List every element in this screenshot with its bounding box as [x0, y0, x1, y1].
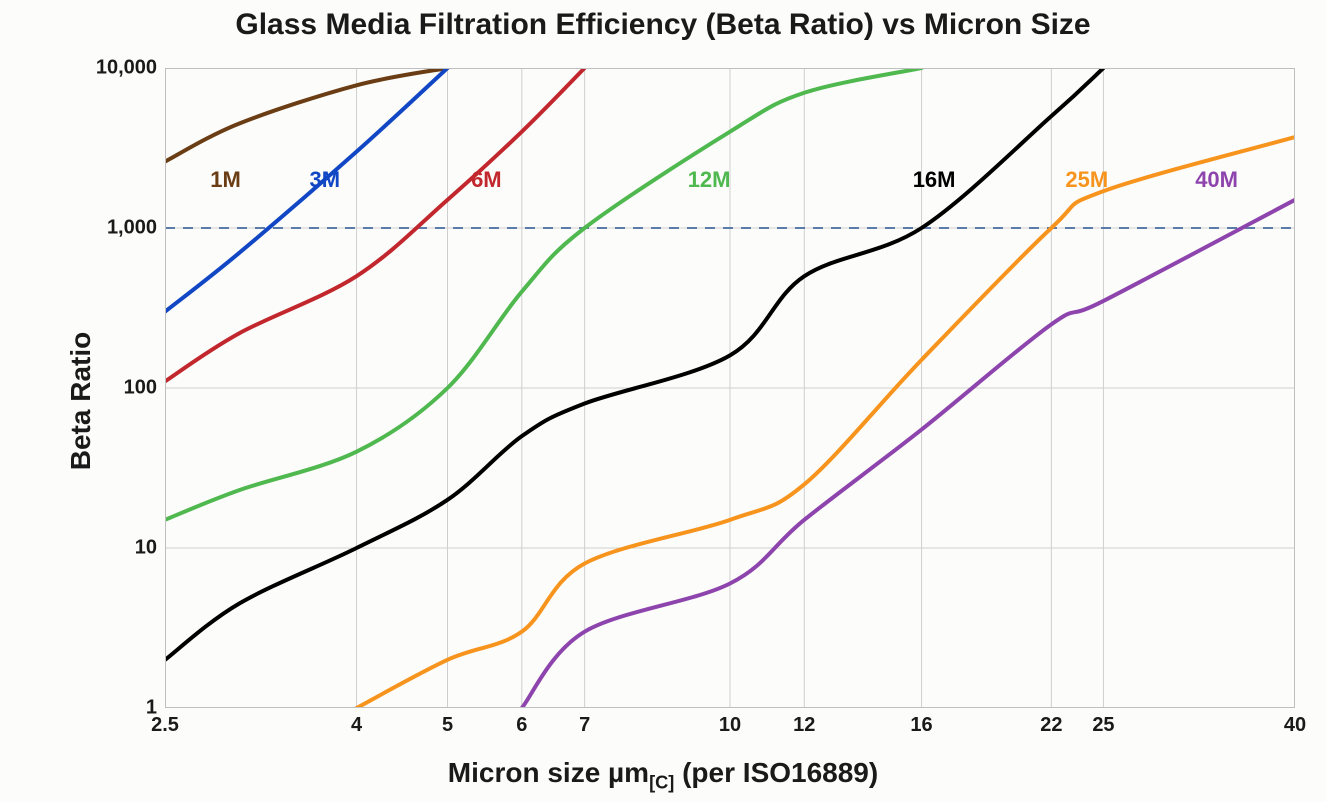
x-tick-label: 7	[579, 714, 590, 737]
series-label-40M: 40M	[1195, 167, 1238, 193]
y-tick-label: 1,000	[107, 217, 157, 240]
series-label-12M: 12M	[688, 167, 731, 193]
chart-title: Glass Media Filtration Efficiency (Beta …	[0, 8, 1326, 42]
series-label-25M: 25M	[1065, 167, 1108, 193]
y-axis-label: Beta Ratio	[65, 332, 97, 470]
x-tick-label: 16	[910, 714, 932, 737]
x-tick-label: 10	[719, 714, 741, 737]
x-tick-label: 22	[1040, 714, 1062, 737]
x-tick-label: 12	[793, 714, 815, 737]
x-tick-label: 4	[351, 714, 362, 737]
series-label-3M: 3M	[309, 167, 340, 193]
x-tick-label: 5	[442, 714, 453, 737]
x-axis-label: Micron size µm[C] (per ISO16889)	[0, 757, 1326, 794]
series-label-16M: 16M	[913, 167, 956, 193]
series-label-6M: 6M	[471, 167, 502, 193]
series-label-1M: 1M	[210, 167, 241, 193]
x-tick-label: 40	[1284, 714, 1306, 737]
x-tick-label: 25	[1092, 714, 1114, 737]
y-tick-label: 100	[124, 377, 157, 400]
y-tick-label: 10,000	[96, 57, 157, 80]
x-tick-label: 6	[516, 714, 527, 737]
y-tick-label: 1	[146, 697, 157, 720]
chart-container: Glass Media Filtration Efficiency (Beta …	[0, 0, 1326, 802]
plot-area	[165, 68, 1295, 708]
y-tick-label: 10	[135, 537, 157, 560]
